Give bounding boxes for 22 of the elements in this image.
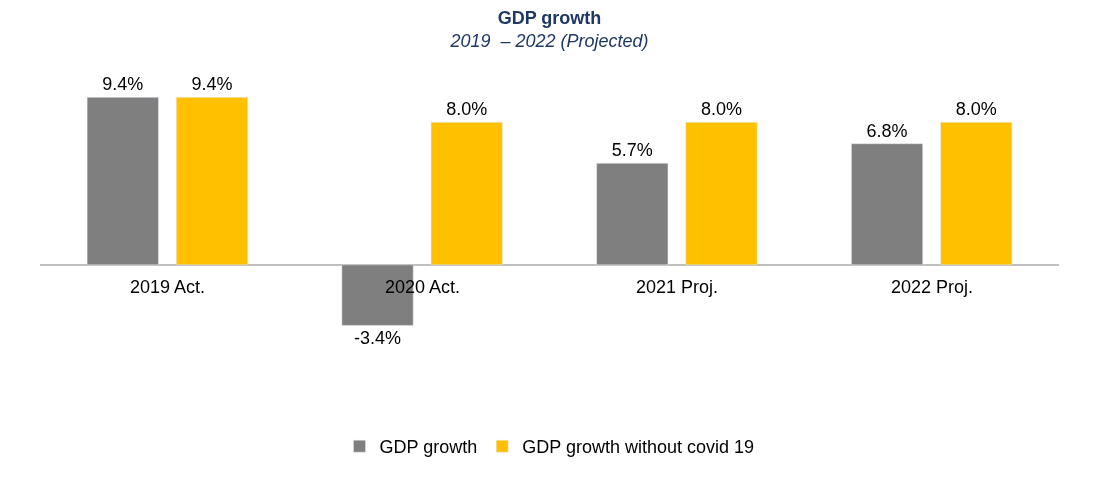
legend-label: GDP growth without covid 19 [522, 437, 755, 458]
bar [176, 97, 248, 266]
data-label: 8.0% [446, 99, 488, 120]
chart-title: GDP growth [497, 7, 602, 28]
data-label: 6.8% [866, 120, 908, 141]
bar [940, 122, 1013, 266]
bar [596, 163, 669, 266]
data-label: 5.7% [611, 140, 653, 161]
x-tick-label: 2021 Proj. [636, 277, 719, 297]
legend-label: GDP growth [379, 437, 478, 458]
data-label: 9.4% [191, 74, 233, 95]
data-label: 8.0% [700, 99, 742, 120]
data-label: 8.0% [955, 99, 997, 120]
x-tick-label: 2019 Act. [130, 277, 206, 297]
bar [430, 122, 503, 266]
data-label: 9.4% [102, 74, 144, 95]
bar [685, 122, 758, 266]
bar [86, 97, 159, 266]
bar [851, 143, 923, 266]
data-label: -3.4% [354, 328, 402, 349]
chart-subtitle: 2019 – 2022 (Projected) [449, 31, 649, 52]
x-tick-label: 2022 Proj. [891, 277, 974, 297]
